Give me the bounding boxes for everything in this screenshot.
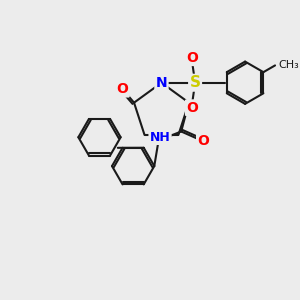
Text: CH₃: CH₃ bbox=[278, 60, 299, 70]
Text: N: N bbox=[156, 76, 167, 90]
Text: O: O bbox=[186, 101, 198, 115]
Text: O: O bbox=[117, 82, 128, 96]
Text: O: O bbox=[197, 134, 209, 148]
Text: NH: NH bbox=[150, 131, 170, 144]
Text: O: O bbox=[186, 51, 198, 65]
Text: S: S bbox=[190, 75, 201, 90]
